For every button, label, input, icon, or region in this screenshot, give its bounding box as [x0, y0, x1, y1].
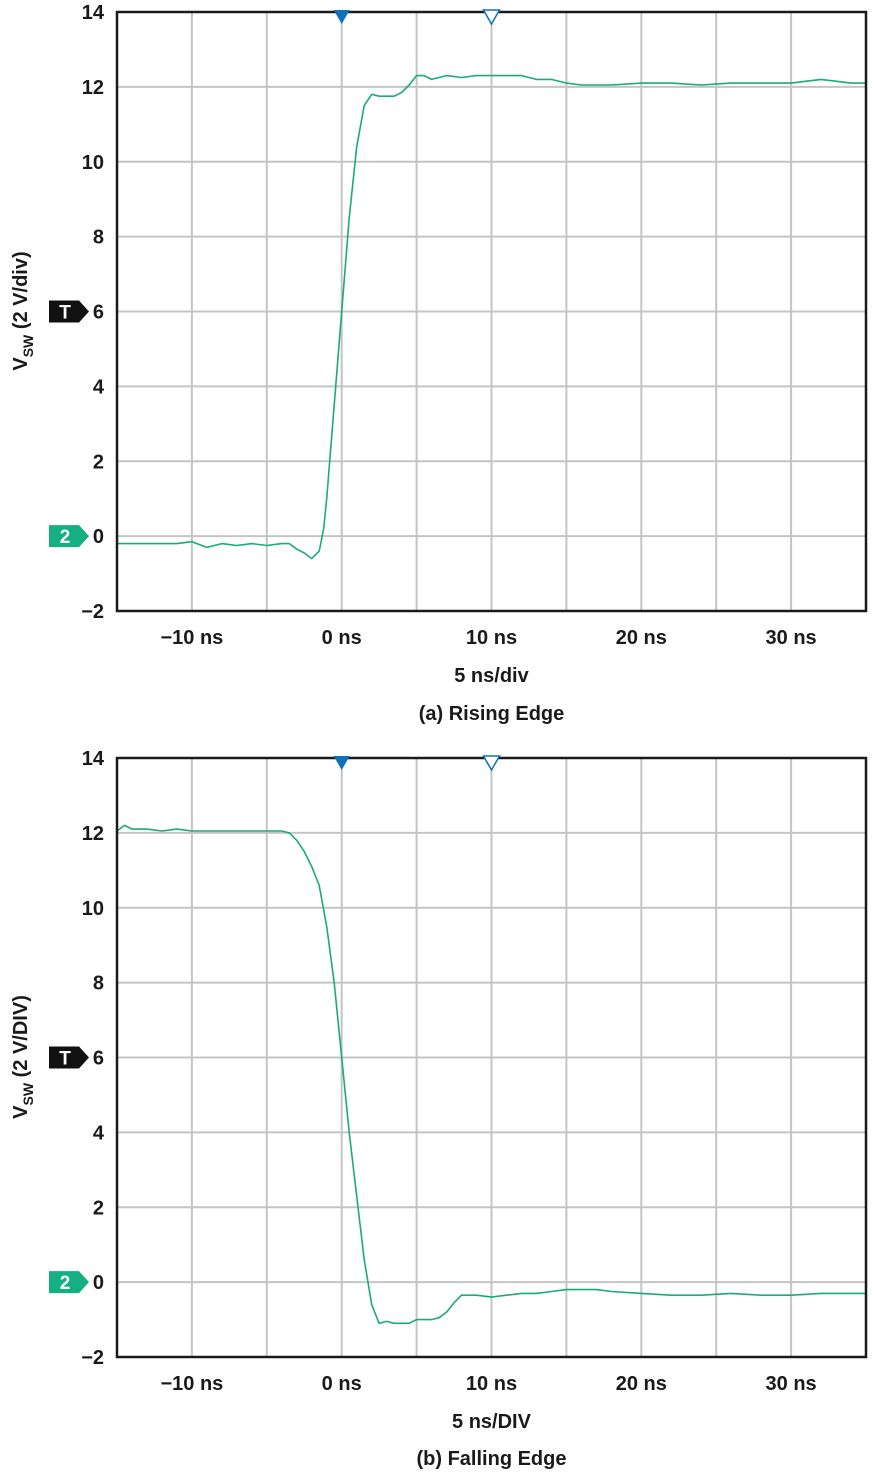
x-tick-label: 0 ns	[322, 1373, 362, 1395]
trigger-marker-filled	[333, 10, 350, 24]
y-tick-label: 8	[93, 973, 104, 995]
x-tick-label: 0 ns	[322, 627, 362, 649]
t-badge-shape	[49, 300, 89, 323]
x-tick-label: 30 ns	[766, 1373, 817, 1395]
t-trigger-level-badge: T	[49, 1046, 89, 1070]
chart-caption: (b) Falling Edge	[417, 1448, 567, 1470]
channel-2-badge: 2	[49, 1271, 89, 1294]
x-axis-label: 5 ns/DIV	[452, 1411, 532, 1433]
y-tick-label: 12	[82, 823, 104, 845]
x-tick-label: 10 ns	[466, 627, 517, 649]
x-tick-label: 10 ns	[466, 1373, 517, 1395]
ch-badge-text: 2	[60, 527, 71, 548]
t-badge-shape	[49, 1046, 89, 1069]
x-tick-label: 20 ns	[616, 1373, 667, 1395]
y-tick-label: 0	[93, 526, 104, 548]
y-axis-label-main: V	[10, 1105, 32, 1119]
y-tick-label: 12	[82, 77, 104, 99]
channel-2-badge: 2	[49, 525, 89, 548]
y-axis-label-units: (2 V/div)	[10, 251, 32, 334]
t-badge-text: T	[59, 303, 71, 324]
ch-badge-text: 2	[60, 1273, 71, 1294]
x-tick-label: −10 ns	[160, 627, 223, 649]
trigger-marker-open	[482, 9, 501, 26]
y-tick-label: 4	[93, 1122, 105, 1144]
y-tick-label: 4	[93, 376, 105, 398]
y-tick-label: 10	[82, 152, 104, 174]
y-axis-label: VSW (2 V/DIV)	[10, 995, 36, 1119]
y-tick-label: −2	[81, 601, 104, 623]
trigger-marker-open	[482, 755, 501, 772]
x-tick-label: 30 ns	[766, 627, 817, 649]
y-axis-label: VSW (2 V/div)	[10, 251, 36, 370]
y-tick-label: 2	[93, 1197, 104, 1219]
y-tick-label: 14	[82, 2, 105, 24]
ch-badge-shape	[49, 1271, 89, 1294]
x-axis-label: 5 ns/div	[454, 665, 529, 687]
ch-badge-shape	[49, 525, 89, 548]
y-tick-label: 8	[93, 227, 104, 249]
y-tick-label: 0	[93, 1272, 104, 1294]
chart-caption: (a) Rising Edge	[419, 703, 565, 725]
t-trigger-level-badge: T	[49, 300, 89, 324]
y-tick-label: 6	[93, 302, 104, 324]
y-tick-label: −2	[81, 1347, 104, 1369]
chart-panel-1: 14 12 10 8 6 4 2 0 −2 −10 ns 0 ns 10 ns 20 ns 30 ns 5 …	[10, 2, 868, 725]
trace-line	[117, 74, 866, 560]
y-axis-label-main: V	[10, 357, 32, 371]
t-badge-text: T	[59, 1049, 71, 1070]
y-tick-label: 6	[93, 1048, 104, 1070]
x-tick-label: −10 ns	[160, 1373, 223, 1395]
trace-line	[116, 824, 866, 1325]
y-tick-label: 2	[93, 451, 104, 473]
x-tick-label: 20 ns	[616, 627, 667, 649]
y-axis-label-subscript: SW	[20, 1082, 36, 1105]
y-axis-label-subscript: SW	[20, 334, 36, 357]
trigger-marker-filled	[333, 756, 350, 770]
y-tick-label: 14	[82, 748, 105, 770]
y-tick-label: 10	[82, 898, 104, 920]
y-axis-label-units: (2 V/DIV)	[10, 995, 32, 1083]
chart-panel-2: 14 12 10 8 6 4 2 0 −2 −10 ns 0 ns 10 ns 20 ns 30 ns 5 …	[10, 748, 868, 1470]
